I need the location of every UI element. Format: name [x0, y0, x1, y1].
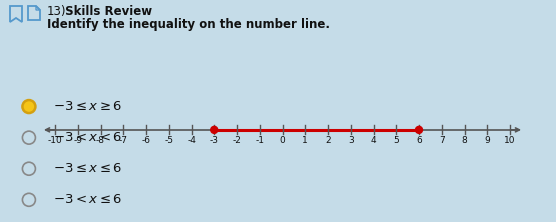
Text: -3: -3 [210, 136, 219, 145]
Text: -4: -4 [187, 136, 196, 145]
Circle shape [415, 126, 423, 133]
Text: Identify the inequality on the number line.: Identify the inequality on the number li… [47, 18, 330, 31]
Text: -1: -1 [255, 136, 264, 145]
Text: -6: -6 [141, 136, 151, 145]
Text: 7: 7 [439, 136, 445, 145]
Text: 6: 6 [416, 136, 422, 145]
Text: 10: 10 [504, 136, 516, 145]
Text: -10: -10 [48, 136, 62, 145]
Text: 8: 8 [461, 136, 468, 145]
Text: 9: 9 [484, 136, 490, 145]
Text: 0: 0 [280, 136, 285, 145]
Text: 5: 5 [394, 136, 399, 145]
Text: 1: 1 [302, 136, 308, 145]
Text: $-3 < x \leq 6$: $-3 < x \leq 6$ [53, 193, 122, 206]
Text: -5: -5 [164, 136, 173, 145]
Circle shape [22, 162, 36, 175]
Text: -9: -9 [73, 136, 82, 145]
Text: 4: 4 [371, 136, 376, 145]
Text: $-3 \leq x \geq 6$: $-3 \leq x \geq 6$ [53, 100, 122, 113]
Text: -8: -8 [96, 136, 105, 145]
Text: Skills Review: Skills Review [61, 5, 152, 18]
Circle shape [22, 193, 36, 206]
Text: $-3 < x < 6$: $-3 < x < 6$ [53, 131, 122, 144]
Text: -2: -2 [232, 136, 241, 145]
Text: -7: -7 [119, 136, 128, 145]
Text: $-3 \leq x \leq 6$: $-3 \leq x \leq 6$ [53, 162, 122, 175]
Text: 2: 2 [325, 136, 331, 145]
Text: 3: 3 [348, 136, 354, 145]
Circle shape [22, 100, 36, 113]
Circle shape [22, 131, 36, 144]
Circle shape [211, 126, 218, 133]
Text: 13): 13) [47, 5, 67, 18]
